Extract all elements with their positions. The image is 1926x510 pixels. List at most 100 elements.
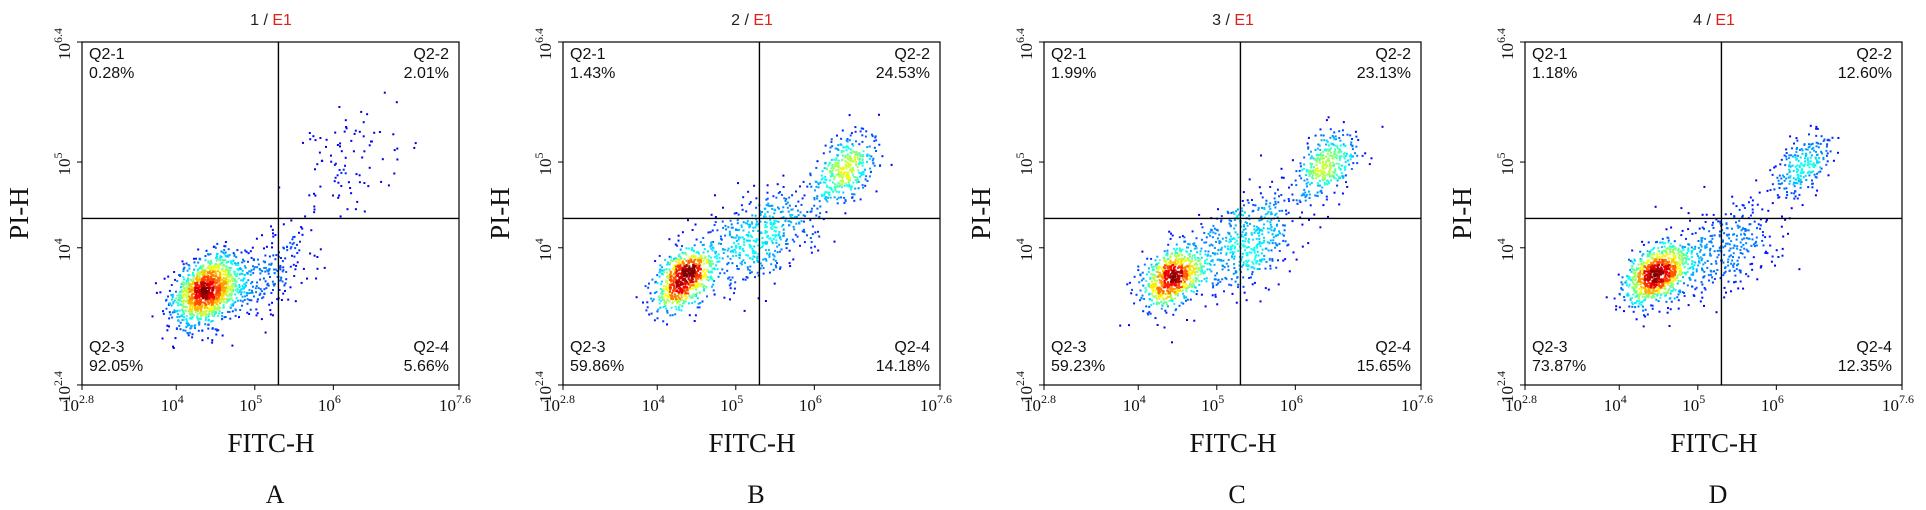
data-point	[211, 320, 214, 322]
data-point	[661, 293, 664, 295]
data-point	[686, 275, 689, 278]
data-point	[300, 226, 303, 229]
data-point	[754, 240, 757, 243]
data-point	[1226, 210, 1229, 213]
data-point	[1157, 295, 1160, 298]
data-point	[757, 244, 760, 247]
data-point	[721, 268, 724, 271]
data-point	[1687, 212, 1690, 215]
data-point	[381, 158, 384, 161]
data-point	[188, 323, 190, 326]
data-point	[710, 213, 713, 216]
data-point	[189, 290, 192, 293]
data-point	[210, 309, 213, 312]
data-point	[191, 289, 194, 292]
data-point	[218, 287, 221, 290]
data-point	[1276, 244, 1279, 247]
data-point	[1253, 225, 1256, 228]
data-point	[841, 179, 844, 182]
data-point	[1200, 280, 1203, 283]
data-point	[203, 307, 206, 310]
data-point	[1177, 261, 1180, 263]
data-point	[668, 263, 671, 266]
data-point	[1241, 255, 1244, 258]
data-point	[1255, 253, 1258, 256]
quadrant-name: Q2-3	[570, 339, 606, 356]
data-point	[202, 301, 205, 304]
data-point	[710, 270, 713, 273]
data-point	[185, 318, 188, 321]
data-point	[204, 276, 207, 278]
data-point	[757, 297, 760, 300]
data-point	[1167, 283, 1170, 286]
data-point	[249, 250, 252, 253]
data-point	[1176, 252, 1179, 254]
data-point	[1331, 157, 1334, 159]
data-point	[1174, 275, 1177, 278]
data-point	[837, 166, 840, 169]
data-point	[233, 270, 236, 273]
data-point	[177, 319, 180, 322]
data-point	[1258, 234, 1261, 237]
data-point	[716, 260, 719, 263]
data-point	[753, 252, 756, 255]
data-point	[188, 274, 191, 276]
data-point	[729, 250, 732, 253]
data-point	[1316, 191, 1319, 194]
data-point	[345, 126, 348, 128]
data-point	[215, 287, 218, 290]
data-point	[215, 308, 218, 311]
data-point	[840, 167, 843, 170]
data-point	[840, 186, 843, 189]
data-point	[224, 316, 227, 318]
data-point	[219, 289, 222, 292]
data-point	[706, 259, 708, 261]
data-point	[1333, 138, 1336, 141]
data-point	[675, 265, 678, 268]
quadrant-label-q2-2: Q2-22.01%	[404, 46, 449, 82]
data-point	[211, 303, 214, 306]
data-point	[1250, 251, 1253, 254]
data-point	[832, 181, 834, 184]
data-point	[1325, 143, 1327, 146]
data-point	[201, 287, 204, 290]
data-point	[1336, 179, 1339, 182]
data-point	[755, 239, 758, 242]
data-point	[1356, 162, 1359, 165]
data-point	[218, 308, 220, 311]
data-point	[259, 288, 262, 291]
data-point	[813, 245, 816, 248]
data-point	[1216, 229, 1219, 232]
data-point	[843, 184, 846, 187]
data-point	[1178, 280, 1181, 283]
data-point	[729, 282, 732, 285]
data-point	[736, 267, 739, 270]
data-point	[1227, 212, 1230, 215]
data-point	[1328, 174, 1331, 177]
data-point	[1214, 295, 1217, 298]
data-point	[1274, 246, 1277, 249]
data-point	[1270, 226, 1273, 228]
data-point	[773, 282, 776, 285]
data-point	[231, 299, 234, 302]
data-point	[1178, 271, 1181, 274]
data-point	[851, 143, 854, 146]
data-point	[1259, 300, 1262, 303]
data-point	[229, 297, 232, 300]
data-point	[182, 284, 185, 287]
data-point	[1318, 159, 1321, 162]
data-point	[274, 234, 277, 236]
data-point	[862, 155, 865, 158]
data-point	[1119, 324, 1122, 327]
data-point	[1253, 281, 1256, 284]
data-point	[1321, 162, 1324, 165]
data-point	[207, 265, 210, 268]
data-point	[171, 316, 174, 319]
data-point	[836, 147, 839, 150]
data-point	[1185, 258, 1188, 261]
data-point	[1299, 162, 1302, 165]
data-point	[837, 144, 840, 147]
data-point	[752, 226, 755, 229]
data-point	[1184, 286, 1187, 289]
data-point	[739, 247, 741, 250]
